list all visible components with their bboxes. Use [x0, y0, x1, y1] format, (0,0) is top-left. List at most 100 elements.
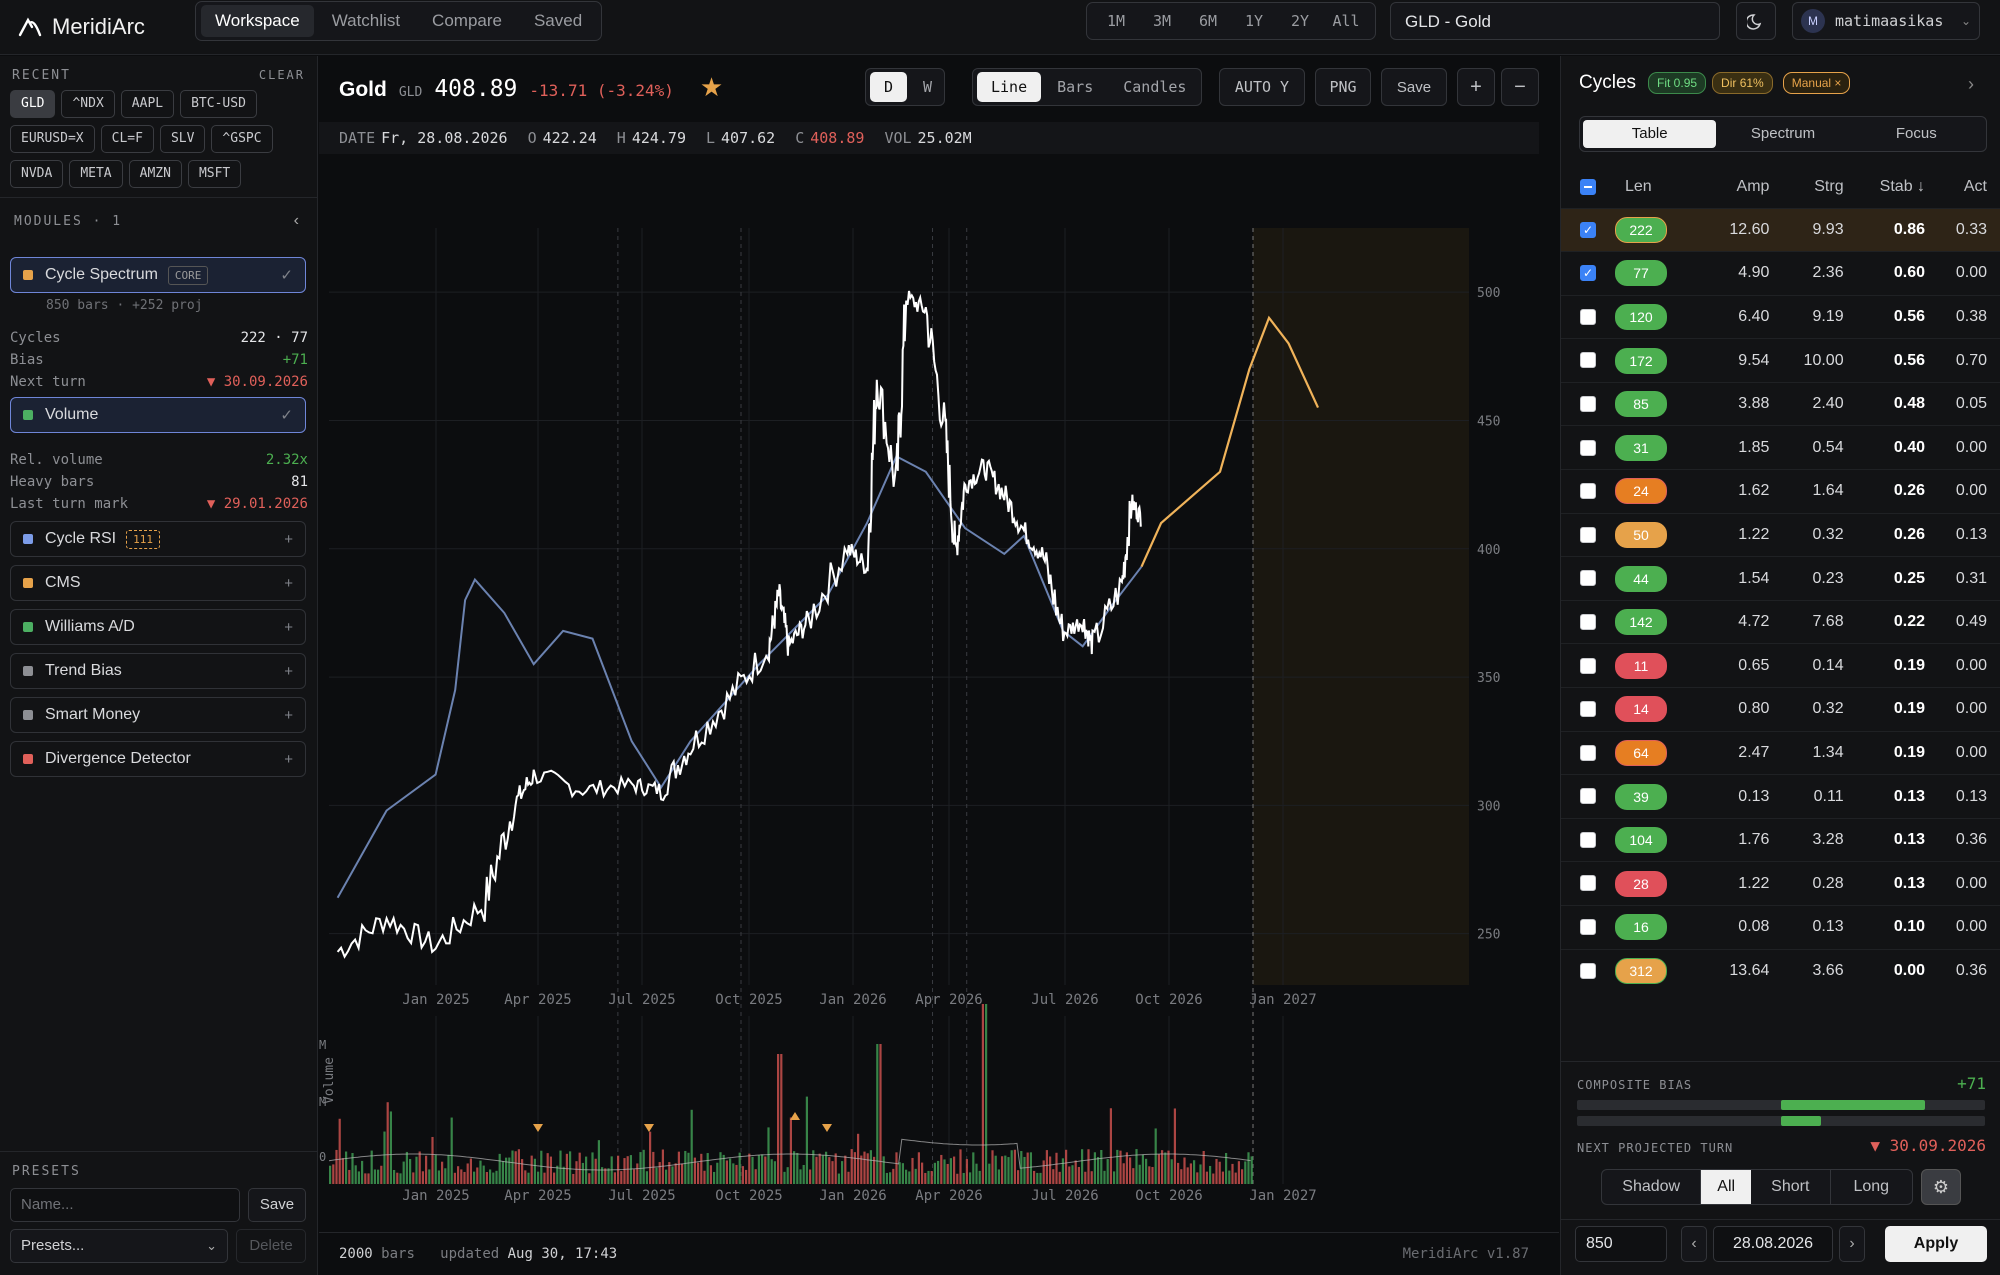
- bars-input[interactable]: 850: [1575, 1226, 1667, 1262]
- settings-button[interactable]: ⚙: [1921, 1169, 1961, 1205]
- cycle-length[interactable]: 172: [1605, 338, 1710, 383]
- row-checkbox[interactable]: ✓: [1561, 251, 1605, 296]
- cycle-length[interactable]: 120: [1605, 294, 1710, 339]
- table-row[interactable]: 39 0.13 0.11 0.13 0.13: [1561, 774, 2000, 819]
- range-all[interactable]: All: [1332, 12, 1360, 30]
- manual-badge[interactable]: Manual ×: [1782, 72, 1851, 94]
- cycle-length[interactable]: 85: [1605, 381, 1710, 426]
- recent-chip[interactable]: SLV: [159, 125, 206, 153]
- row-checkbox[interactable]: [1561, 687, 1605, 732]
- period-weekly[interactable]: W: [923, 78, 933, 96]
- recent-chip[interactable]: NVDA: [10, 160, 64, 188]
- mode-all[interactable]: All: [1701, 1170, 1752, 1204]
- tab-workspace[interactable]: Workspace: [201, 5, 314, 37]
- range-3m[interactable]: 3M: [1152, 12, 1172, 30]
- period-daily[interactable]: D: [870, 72, 908, 102]
- price-chart[interactable]: Jan 2025 Apr 2025 Jul 2025 Oct 2025 Jan 2026…: [319, 156, 1539, 1226]
- table-row[interactable]: 85 3.88 2.40 0.48 0.05: [1561, 381, 2000, 426]
- apply-button[interactable]: Apply: [1885, 1226, 1987, 1262]
- row-checkbox[interactable]: [1561, 599, 1605, 644]
- col-strg[interactable]: Strg: [1814, 177, 1844, 195]
- style-bars[interactable]: Bars: [1057, 78, 1094, 96]
- next-date-button[interactable]: ›: [1839, 1226, 1865, 1262]
- module-cms[interactable]: CMS +: [10, 565, 306, 601]
- row-checkbox[interactable]: [1561, 338, 1605, 383]
- tab-table[interactable]: Table: [1583, 120, 1717, 148]
- delete-preset-button[interactable]: Delete: [236, 1229, 306, 1263]
- cycle-length[interactable]: 16: [1605, 905, 1710, 950]
- table-row[interactable]: 120 6.40 9.19 0.56 0.38: [1561, 294, 2000, 339]
- tab-spectrum[interactable]: Spectrum: [1750, 125, 1816, 142]
- select-all-checkbox[interactable]: [1561, 166, 1605, 208]
- symbol-search-input[interactable]: GLD - Gold: [1390, 2, 1720, 40]
- save-chart-button[interactable]: Save: [1381, 68, 1447, 106]
- user-menu[interactable]: M matimaasikas ⌄: [1792, 2, 1980, 40]
- module-divergence-detector[interactable]: Divergence Detector +: [10, 741, 306, 777]
- col-stab[interactable]: Stab ↓: [1879, 177, 1926, 195]
- recent-chip[interactable]: AAPL: [120, 90, 175, 118]
- recent-chip[interactable]: ^NDX: [61, 90, 115, 118]
- recent-chip[interactable]: EURUSD=X: [10, 125, 95, 153]
- table-row[interactable]: 14 0.80 0.32 0.19 0.00: [1561, 687, 2000, 732]
- row-checkbox[interactable]: [1561, 817, 1605, 862]
- clear-recent-button[interactable]: CLEAR: [258, 68, 305, 82]
- cycle-length[interactable]: 24: [1605, 469, 1710, 514]
- theme-toggle-button[interactable]: [1736, 2, 1776, 40]
- row-checkbox[interactable]: [1561, 774, 1605, 819]
- cycle-length[interactable]: 50: [1605, 512, 1710, 557]
- table-row[interactable]: 31 1.85 0.54 0.40 0.00: [1561, 425, 2000, 470]
- row-checkbox[interactable]: [1561, 469, 1605, 514]
- row-checkbox[interactable]: [1561, 425, 1605, 470]
- recent-chip[interactable]: MSFT: [187, 160, 242, 188]
- cycle-length[interactable]: 44: [1605, 556, 1710, 601]
- cycle-length[interactable]: 312: [1605, 948, 1710, 993]
- mode-short[interactable]: Short: [1751, 1170, 1831, 1204]
- row-checkbox[interactable]: [1561, 512, 1605, 557]
- cycle-length[interactable]: 11: [1605, 643, 1710, 688]
- save-preset-button[interactable]: Save: [248, 1188, 306, 1222]
- col-amp[interactable]: Amp: [1736, 177, 1770, 195]
- range-1m[interactable]: 1M: [1106, 12, 1126, 30]
- row-checkbox[interactable]: [1561, 556, 1605, 601]
- table-row[interactable]: 64 2.47 1.34 0.19 0.00: [1561, 730, 2000, 775]
- recent-chip[interactable]: BTC-USD: [180, 90, 257, 118]
- star-icon[interactable]: ★: [699, 72, 724, 102]
- row-checkbox[interactable]: [1561, 948, 1605, 993]
- row-checkbox[interactable]: [1561, 861, 1605, 906]
- module-cycle-rsi[interactable]: Cycle RSI 111 +: [10, 521, 306, 557]
- module-cycle-spectrum[interactable]: Cycle Spectrum CORE ✓: [10, 257, 306, 293]
- table-row[interactable]: 104 1.76 3.28 0.13 0.36: [1561, 817, 2000, 862]
- auto-y-button[interactable]: AUTO Y: [1219, 68, 1305, 106]
- app-logo[interactable]: MeridiArc: [18, 9, 145, 45]
- row-checkbox[interactable]: [1561, 905, 1605, 950]
- col-len[interactable]: Len: [1625, 177, 1652, 195]
- cycle-length[interactable]: 104: [1605, 817, 1710, 862]
- table-row[interactable]: 44 1.54 0.23 0.25 0.31: [1561, 556, 2000, 601]
- chevron-right-icon[interactable]: ›: [1968, 74, 1974, 94]
- range-6m[interactable]: 6M: [1198, 12, 1218, 30]
- module-volume[interactable]: Volume ✓: [10, 397, 306, 433]
- module-smart-money[interactable]: Smart Money +: [10, 697, 306, 733]
- style-line[interactable]: Line: [977, 72, 1042, 102]
- range-1y[interactable]: 1Y: [1244, 12, 1264, 30]
- tab-compare[interactable]: Compare: [432, 11, 502, 30]
- cycle-length[interactable]: 28: [1605, 861, 1710, 906]
- table-row[interactable]: 24 1.62 1.64 0.26 0.00: [1561, 469, 2000, 514]
- table-row[interactable]: 312 13.64 3.66 0.00 0.36: [1561, 948, 2000, 993]
- cycle-length[interactable]: 31: [1605, 425, 1710, 470]
- row-checkbox[interactable]: [1561, 730, 1605, 775]
- presets-select[interactable]: Presets... ⌄: [10, 1229, 228, 1263]
- cycle-length[interactable]: 142: [1605, 599, 1710, 644]
- mode-long[interactable]: Long: [1853, 1178, 1890, 1195]
- recent-chip[interactable]: META: [69, 160, 123, 188]
- table-row[interactable]: 11 0.65 0.14 0.19 0.00: [1561, 643, 2000, 688]
- tab-saved[interactable]: Saved: [533, 11, 583, 30]
- row-checkbox[interactable]: [1561, 643, 1605, 688]
- cycle-length[interactable]: 222: [1605, 207, 1710, 252]
- zoom-in-button[interactable]: +: [1457, 68, 1495, 106]
- module-williams-ad[interactable]: Williams A/D +: [10, 609, 306, 645]
- prev-date-button[interactable]: ‹: [1681, 1226, 1707, 1262]
- range-2y[interactable]: 2Y: [1290, 12, 1310, 30]
- collapse-modules-button[interactable]: ‹: [293, 212, 299, 229]
- recent-chip[interactable]: AMZN: [128, 160, 182, 188]
